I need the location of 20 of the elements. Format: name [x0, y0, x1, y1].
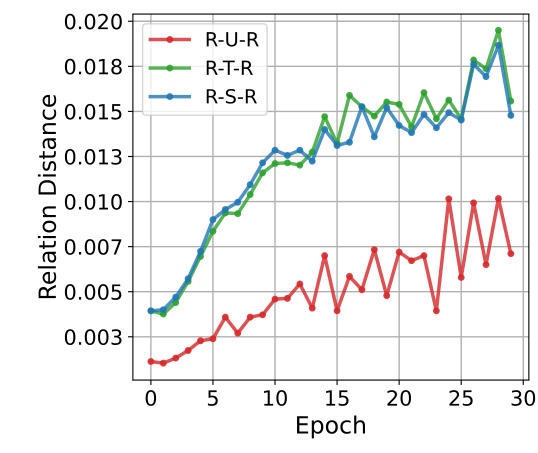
x-tick-label: 25	[449, 390, 473, 406]
x-tick-label: 15	[326, 390, 349, 406]
x-axis-title: Epoch	[297, 416, 366, 438]
y-tick-label: 0.015	[64, 104, 122, 120]
y-tick-label: 0.018	[64, 58, 122, 75]
x-tick-label: 10	[264, 390, 287, 406]
x-tick-label: 30	[512, 390, 536, 406]
y-tick-label: 0.010	[64, 194, 122, 210]
y-tick-label: 0.005	[64, 284, 122, 300]
y-tick-label: 0.013	[64, 148, 122, 165]
legend-label: R-T-R	[206, 60, 253, 75]
y-tick-label: 0.020	[64, 14, 122, 30]
x-tick-label: 5	[208, 390, 218, 406]
y-axis-title: Relation Distance	[38, 94, 56, 298]
x-tick-label: 20	[387, 390, 412, 406]
x-tick-label: 0	[146, 390, 156, 406]
legend-label: R-U-R	[206, 32, 259, 47]
y-tick-label: 0.007	[64, 239, 122, 255]
legend-label: R-S-R	[206, 88, 257, 104]
y-tick-label: 0.003	[64, 329, 122, 346]
